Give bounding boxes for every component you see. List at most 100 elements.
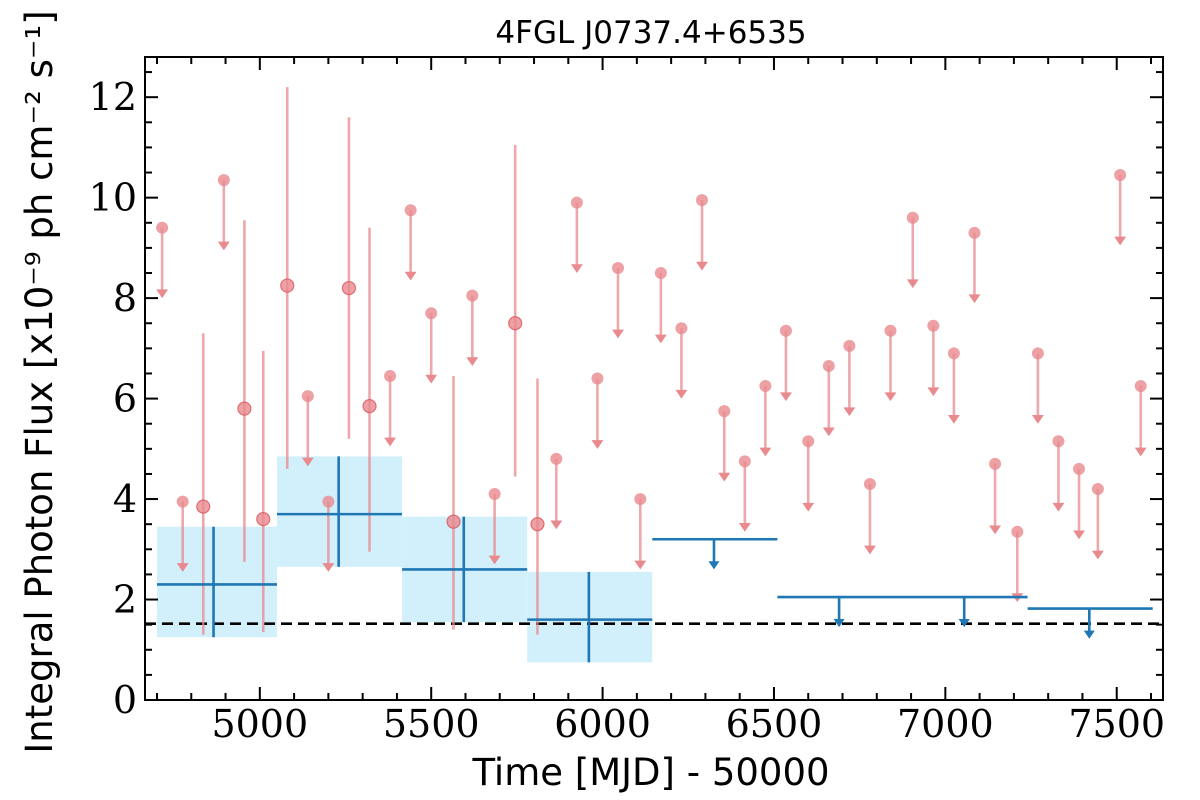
fine-upper-limit-point	[301, 390, 314, 403]
fine-upper-limit-arrow-head	[843, 407, 856, 417]
fine-upper-limit-arrow-head	[1134, 447, 1147, 457]
fine-upper-limit-arrow-head	[634, 560, 647, 570]
fine-upper-limit-point	[718, 405, 731, 418]
fine-upper-limit-arrow-head	[425, 374, 438, 384]
fine-upper-limit-point	[322, 495, 335, 508]
fine-upper-limit-point	[1114, 169, 1127, 182]
fine-detection-point	[362, 399, 377, 414]
fine-upper-limit-point	[802, 435, 815, 448]
fine-upper-limit-arrow-head	[696, 261, 708, 271]
x-tick-label: 7500	[1068, 702, 1165, 746]
fine-upper-limit-point	[612, 261, 625, 274]
fine-upper-limit-arrow-head	[884, 392, 897, 402]
fine-upper-limit-arrow-head	[1091, 550, 1104, 560]
fine-upper-limit-point	[822, 359, 835, 372]
coarse-error-band	[156, 526, 277, 638]
coarse-upper-limit-arrow-head	[833, 619, 845, 628]
fine-upper-limit-arrow-head	[466, 357, 479, 366]
fine-upper-limit-arrow-head	[675, 389, 688, 399]
fine-upper-limit-point	[738, 455, 751, 468]
fine-upper-limit-arrow-head	[384, 437, 397, 447]
fine-upper-limit-arrow-head	[780, 392, 792, 402]
x-tick-label: 5000	[211, 702, 308, 746]
fine-detection-point	[530, 517, 545, 532]
chart-title: 4FGL J0737.4+6535	[495, 15, 806, 51]
fine-upper-limit-arrow-head	[654, 334, 667, 344]
fine-upper-limit-arrow-head	[591, 440, 604, 449]
y-tick-label: 8	[113, 276, 137, 320]
fine-upper-limit-arrow-head	[570, 264, 583, 274]
fine-upper-limit-arrow-head	[156, 289, 169, 299]
fine-upper-limit-point	[1011, 525, 1024, 538]
x-axis-label: Time [MJD] - 50000	[471, 751, 829, 794]
fine-upper-limit-point	[1052, 435, 1065, 448]
fine-upper-limit-point	[550, 452, 563, 465]
fine-upper-limit-arrow-head	[802, 502, 815, 512]
fine-upper-limit-point	[1134, 380, 1147, 393]
fine-upper-limit-point	[863, 477, 876, 490]
fine-upper-limit-point	[425, 307, 438, 320]
fine-upper-limit-arrow-head	[301, 457, 314, 467]
fine-upper-limit-point	[1091, 483, 1104, 496]
coarse-upper-limit-arrow-head	[708, 561, 720, 570]
fine-upper-limit-point	[176, 495, 189, 508]
fine-upper-limit-point	[695, 194, 708, 207]
fine-upper-limit-arrow-head	[488, 555, 501, 565]
fine-detection-point	[341, 280, 357, 296]
fine-upper-limit-point	[404, 204, 417, 217]
fine-upper-limit-point	[779, 324, 792, 337]
fine-upper-limit-arrow-head	[1052, 502, 1065, 512]
fine-upper-limit-point	[654, 267, 667, 280]
fine-upper-limit-point	[384, 369, 397, 382]
fine-detection-point	[237, 401, 252, 416]
fine-upper-limit-point	[466, 289, 479, 302]
fine-upper-limit-point	[156, 221, 169, 234]
x-tick-label: 6000	[554, 702, 651, 746]
fine-upper-limit-arrow-head	[1073, 530, 1085, 540]
y-tick-label: 0	[113, 678, 137, 722]
fine-upper-limit-point	[884, 324, 897, 337]
coarse-upper-limit-arrow-head	[958, 619, 970, 628]
fine-upper-limit-arrow-head	[217, 241, 230, 251]
fine-upper-limit-point	[488, 488, 501, 501]
fine-upper-limit-arrow-head	[863, 545, 876, 555]
fine-upper-limit-arrow-head	[822, 427, 835, 437]
fine-upper-limit-point	[591, 372, 604, 385]
fine-detection-point	[508, 316, 523, 331]
fine-upper-limit-point	[1073, 462, 1086, 475]
fine-upper-limit-point	[947, 347, 960, 360]
fine-upper-limit-point	[759, 380, 772, 393]
fine-upper-limit-arrow-head	[906, 279, 919, 289]
fine-upper-limit-arrow-head	[968, 294, 981, 304]
x-tick-label: 7000	[897, 702, 994, 746]
fine-upper-limit-arrow-head	[989, 525, 1001, 535]
fine-upper-limit-arrow-head	[612, 329, 624, 339]
fine-upper-limit-arrow-head	[322, 563, 335, 572]
fine-upper-limit-arrow-head	[1031, 414, 1044, 424]
x-tick-label: 5500	[383, 702, 480, 746]
fine-upper-limit-point	[968, 226, 981, 239]
y-tick-label: 12	[89, 75, 137, 119]
fine-upper-limit-arrow-head	[718, 472, 731, 482]
fine-detection-point	[196, 499, 211, 514]
fine-upper-limit-point	[843, 339, 856, 352]
plot-frame	[144, 56, 1164, 701]
y-tick-label: 10	[89, 176, 137, 220]
fine-upper-limit-arrow-head	[947, 414, 960, 424]
fine-upper-limit-arrow-head	[404, 271, 417, 281]
fine-detection-point	[256, 512, 271, 527]
fine-upper-limit-arrow-head	[1114, 236, 1127, 246]
fine-upper-limit-arrow-head	[176, 563, 189, 572]
coarse-upper-limit-arrow-head	[1083, 630, 1095, 639]
y-tick-label: 2	[113, 578, 137, 622]
fine-upper-limit-point	[989, 457, 1002, 470]
y-tick-label: 6	[113, 377, 137, 421]
fine-upper-limit-arrow-head	[759, 447, 772, 457]
fine-upper-limit-point	[634, 493, 647, 506]
fine-upper-limit-arrow-head	[927, 387, 940, 397]
fine-upper-limit-arrow-head	[738, 522, 751, 532]
x-tick-label: 6500	[726, 702, 823, 746]
fine-upper-limit-point	[217, 174, 230, 187]
y-axis-label: Integral Photon Flux [x10⁻⁹ ph cm⁻² s⁻¹]	[18, 10, 61, 753]
